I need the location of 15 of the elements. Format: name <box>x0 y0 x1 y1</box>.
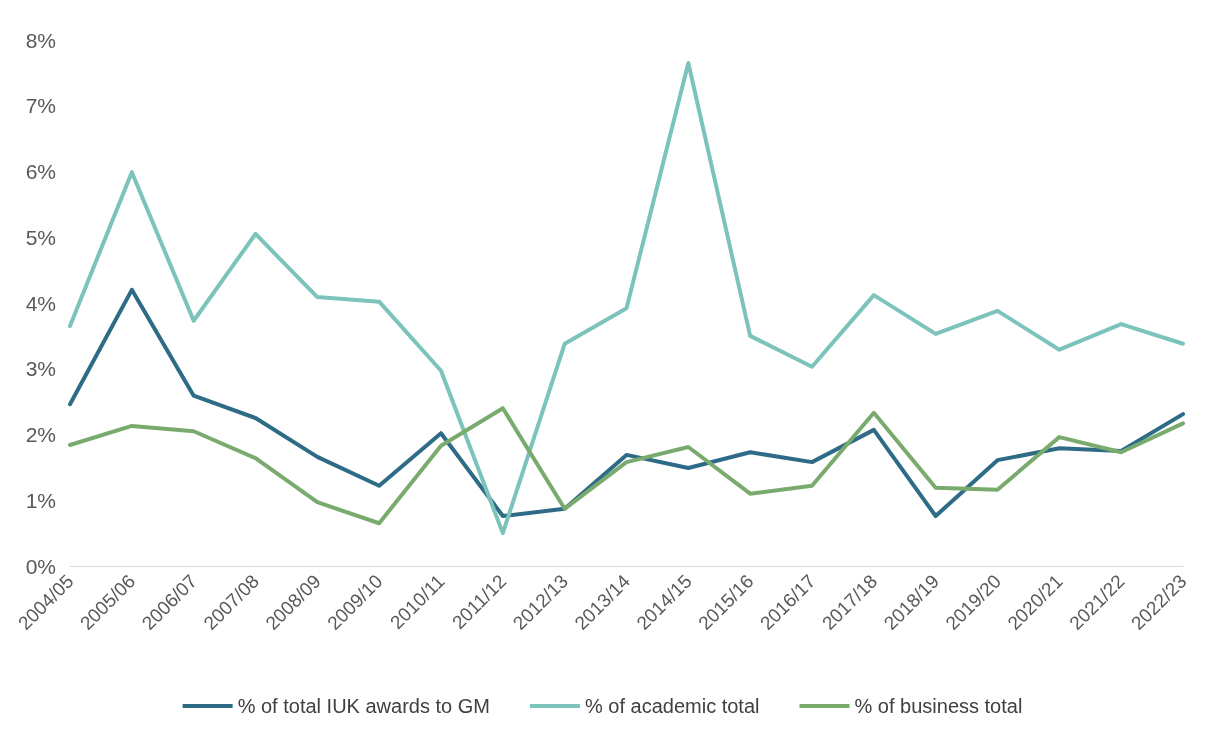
y-tick-label: 7% <box>25 94 56 118</box>
y-tick-label: 0% <box>25 554 56 578</box>
legend-label: % of business total <box>854 695 1023 717</box>
line-series <box>68 406 1185 526</box>
y-tick-label: 1% <box>25 488 56 512</box>
line-series <box>68 61 1185 536</box>
y-tick-label: 6% <box>25 160 56 183</box>
legend-label: % of total IUK awards to GM <box>237 695 490 717</box>
y-tick-label: 4% <box>25 291 56 315</box>
y-tick-label: 5% <box>25 225 56 249</box>
y-tick-label: 8% <box>25 28 56 52</box>
line-series <box>68 287 1185 519</box>
legend-label: % of academic total <box>584 695 760 717</box>
y-tick-label: 3% <box>25 357 56 381</box>
y-tick-label: 2% <box>25 423 56 446</box>
